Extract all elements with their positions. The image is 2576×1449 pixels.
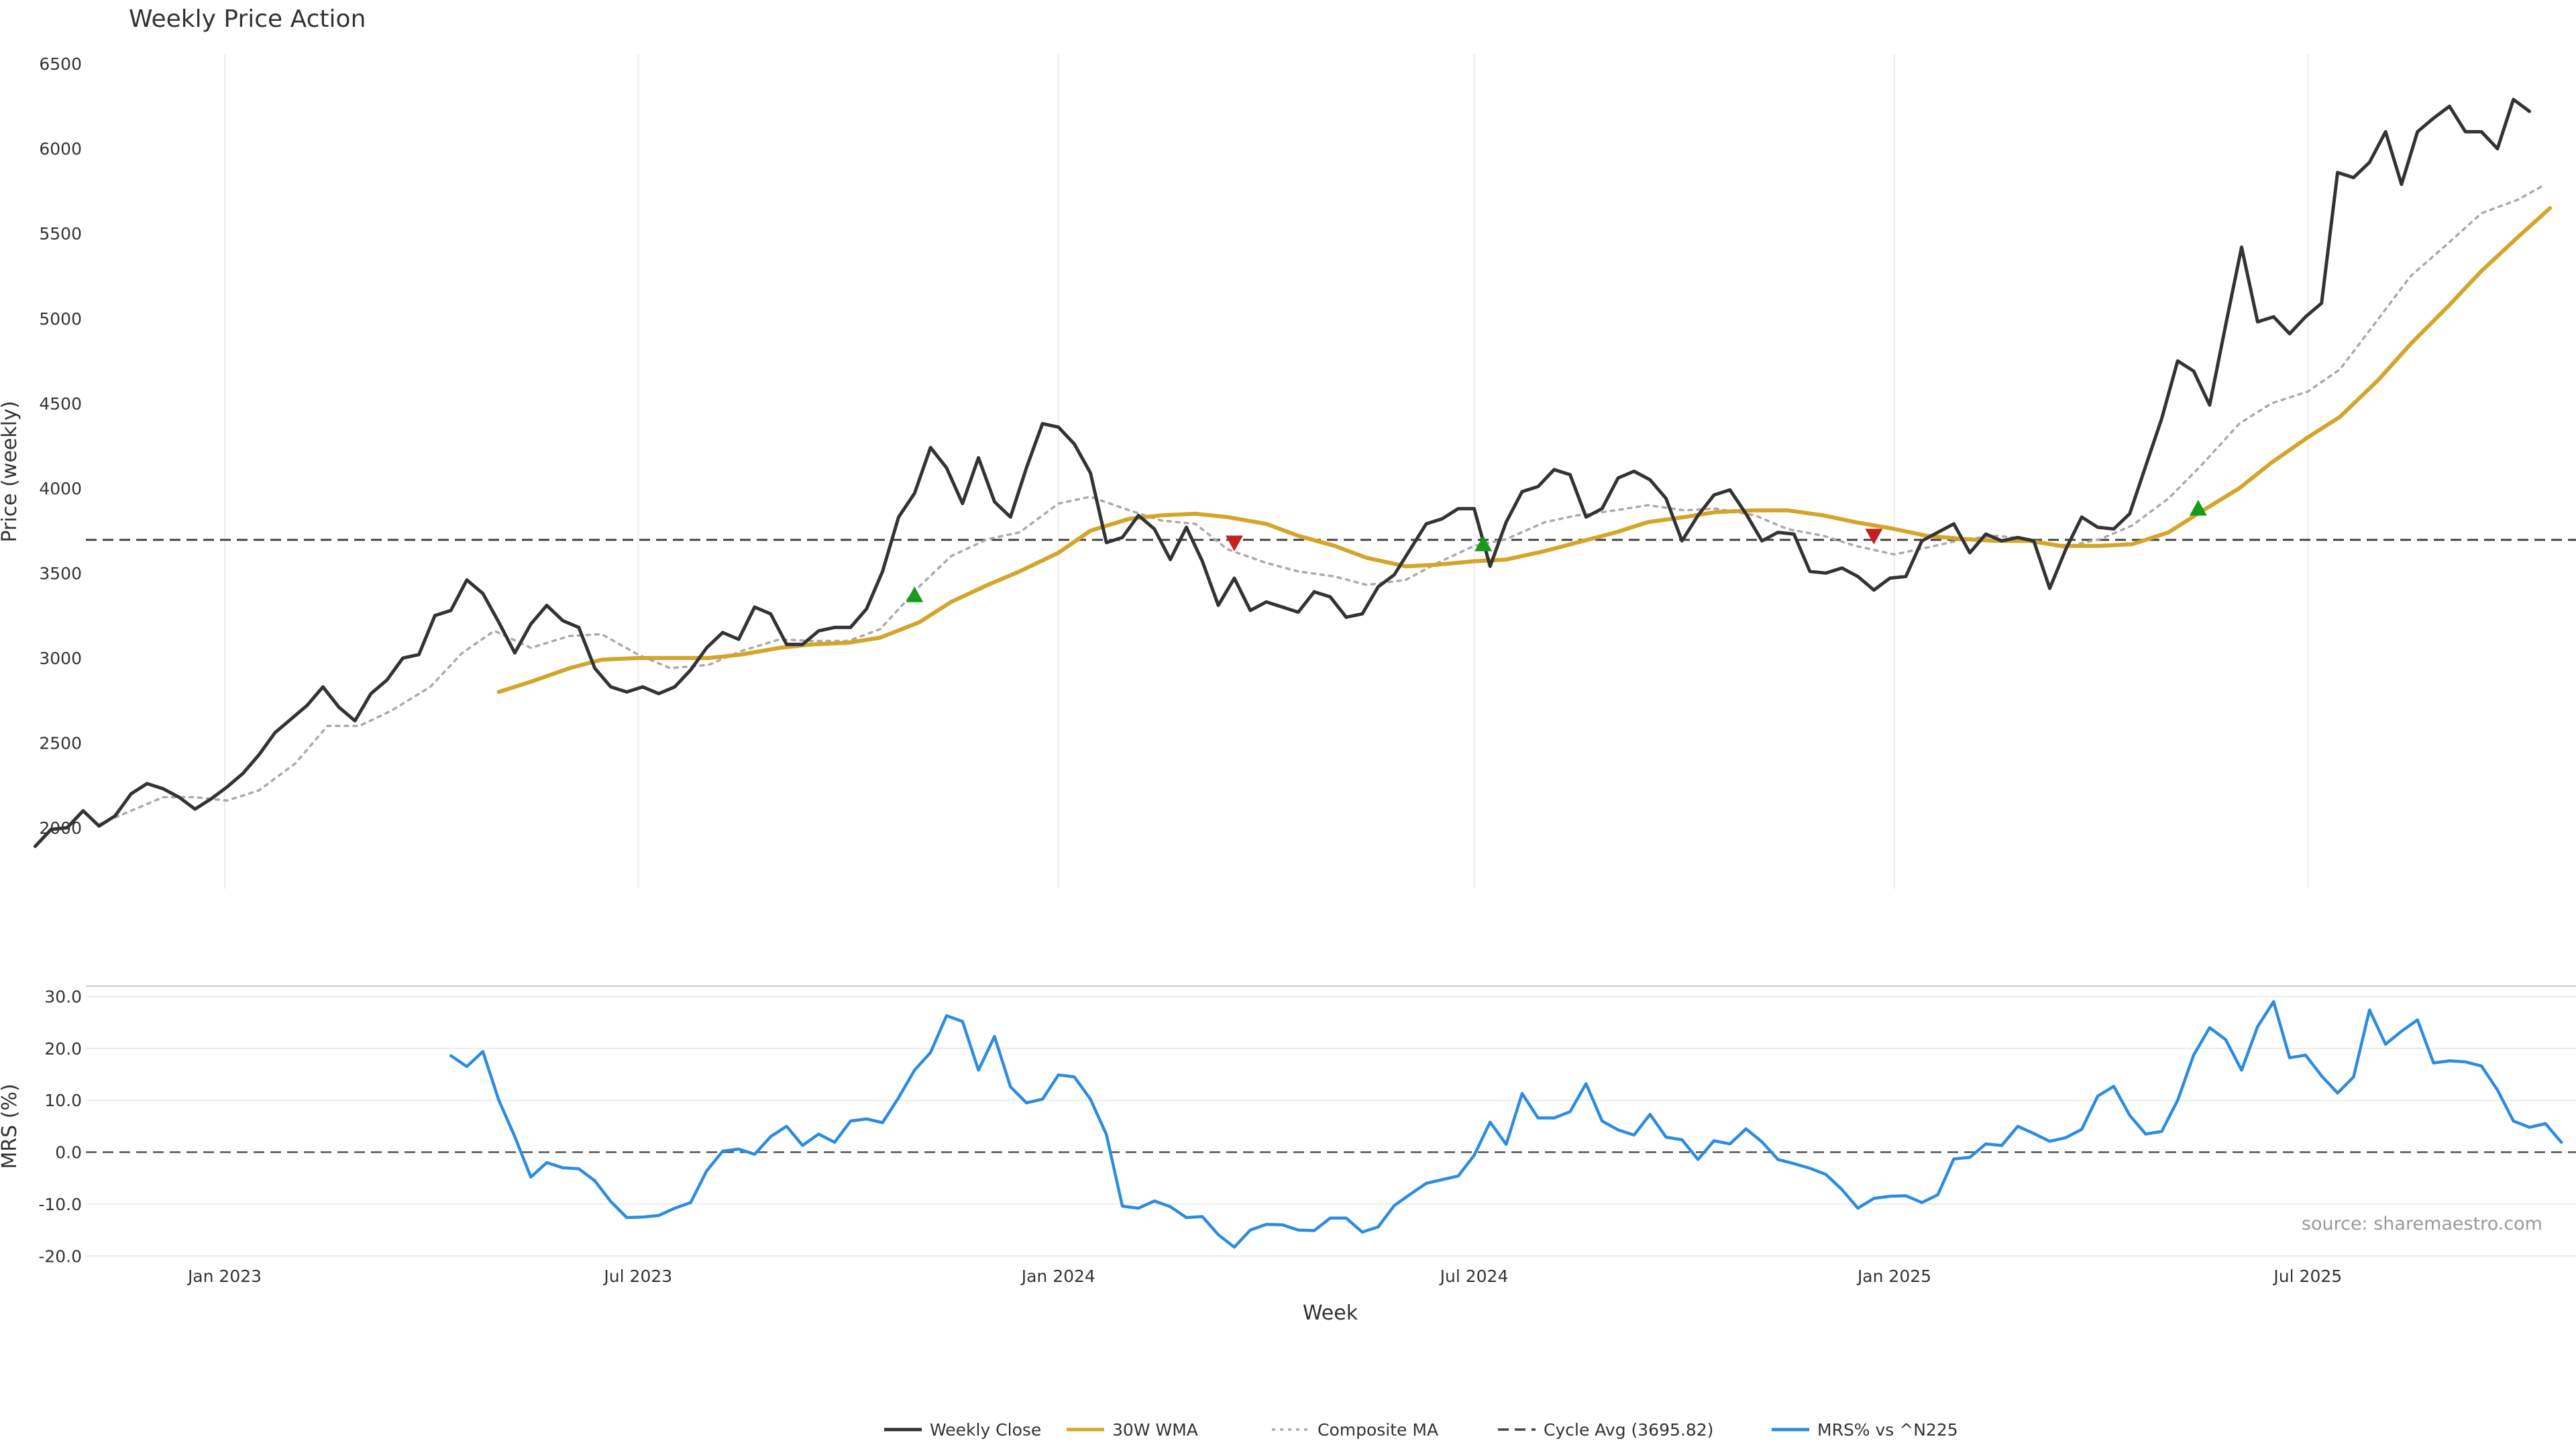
source-note: source: sharemaestro.com: [2302, 1214, 2542, 1234]
mrs-panel: 30.0 20.0 10.0 0.0 -10.0 -20.0 MRS (%) source…: [0, 985, 2576, 1266]
mrs-y-ticks: 30.0 20.0 10.0 0.0 -10.0 -20.0: [38, 987, 82, 1266]
legend-label: 30W WMA: [1112, 1420, 1198, 1440]
mrs-y-tick-label: -20.0: [38, 1246, 82, 1266]
x-tick-label: Jul 2025: [2272, 1267, 2342, 1286]
price-y-tick-label: 4500: [39, 394, 82, 413]
mrs-y-tick-label: 10.0: [44, 1091, 82, 1110]
signal-markers: [906, 500, 2207, 602]
legend-item: Cycle Avg (3695.82): [1498, 1420, 1713, 1440]
legend-item: MRS% vs ^N225: [1772, 1420, 1958, 1440]
price-y-tick-label: 3000: [39, 649, 82, 668]
mrs-y-label: MRS (%): [0, 1083, 21, 1169]
legend-label: Cycle Avg (3695.82): [1544, 1420, 1713, 1440]
sell-signal-marker: [1865, 529, 1883, 545]
mrs-y-tick-label: -10.0: [38, 1195, 82, 1214]
sell-signal-marker: [1225, 535, 1243, 551]
legend-item: 30W WMA: [1067, 1420, 1198, 1440]
price-y-tick-label: 3500: [39, 564, 82, 583]
mrs-y-tick-label: 30.0: [44, 987, 82, 1006]
mrs-series: [449, 1000, 2563, 1249]
price-y-tick-label: 2500: [39, 733, 82, 753]
price-y-tick-label: 5000: [39, 309, 82, 329]
price-series: [33, 97, 2553, 849]
legend-label: Weekly Close: [930, 1420, 1041, 1440]
x-tick-label: Jan 2025: [1856, 1267, 1931, 1286]
legend-label: MRS% vs ^N225: [1817, 1420, 1958, 1440]
buy-signal-marker: [2189, 500, 2207, 516]
buy-signal-marker: [1474, 535, 1493, 551]
mrs-line: [449, 1000, 2563, 1249]
legend-item: Composite MA: [1272, 1420, 1438, 1440]
price-y-label: Price (weekly): [0, 400, 21, 542]
price-y-tick-label: 4000: [39, 479, 82, 498]
price-panel: 2000250030003500400045005000550060006500…: [0, 54, 2576, 889]
chart-title: Weekly Price Action: [129, 5, 366, 33]
x-ticks: Jan 2023 Jul 2023 Jan 2024 Jul 2024 Jan 2025…: [186, 1267, 2342, 1286]
composite-ma-line: [97, 183, 2547, 826]
x-tick-label: Jul 2023: [602, 1267, 672, 1286]
wma-30w-line: [496, 206, 2553, 694]
mrs-grid: [86, 996, 2576, 1257]
price-y-tick-label: 6500: [39, 54, 82, 74]
price-y-tick-label: 5500: [39, 224, 82, 244]
x-axis-label: Week: [1303, 1301, 1358, 1325]
price-grid: [224, 54, 2309, 889]
price-y-tick-label: 6000: [39, 140, 82, 159]
weekly-close-line: [33, 97, 2532, 849]
x-tick-label: Jan 2023: [186, 1267, 262, 1286]
legend: Weekly Close 30W WMA Composite MA Cycle Avg…: [884, 1420, 1958, 1440]
x-tick-label: Jan 2024: [1020, 1267, 1095, 1286]
buy-signal-marker: [906, 586, 924, 602]
legend-label: Composite MA: [1318, 1420, 1438, 1440]
legend-item: Weekly Close: [884, 1420, 1041, 1440]
mrs-y-tick-label: 0.0: [55, 1143, 82, 1163]
x-tick-label: Jul 2024: [1439, 1267, 1509, 1286]
mrs-y-tick-label: 20.0: [44, 1039, 82, 1059]
